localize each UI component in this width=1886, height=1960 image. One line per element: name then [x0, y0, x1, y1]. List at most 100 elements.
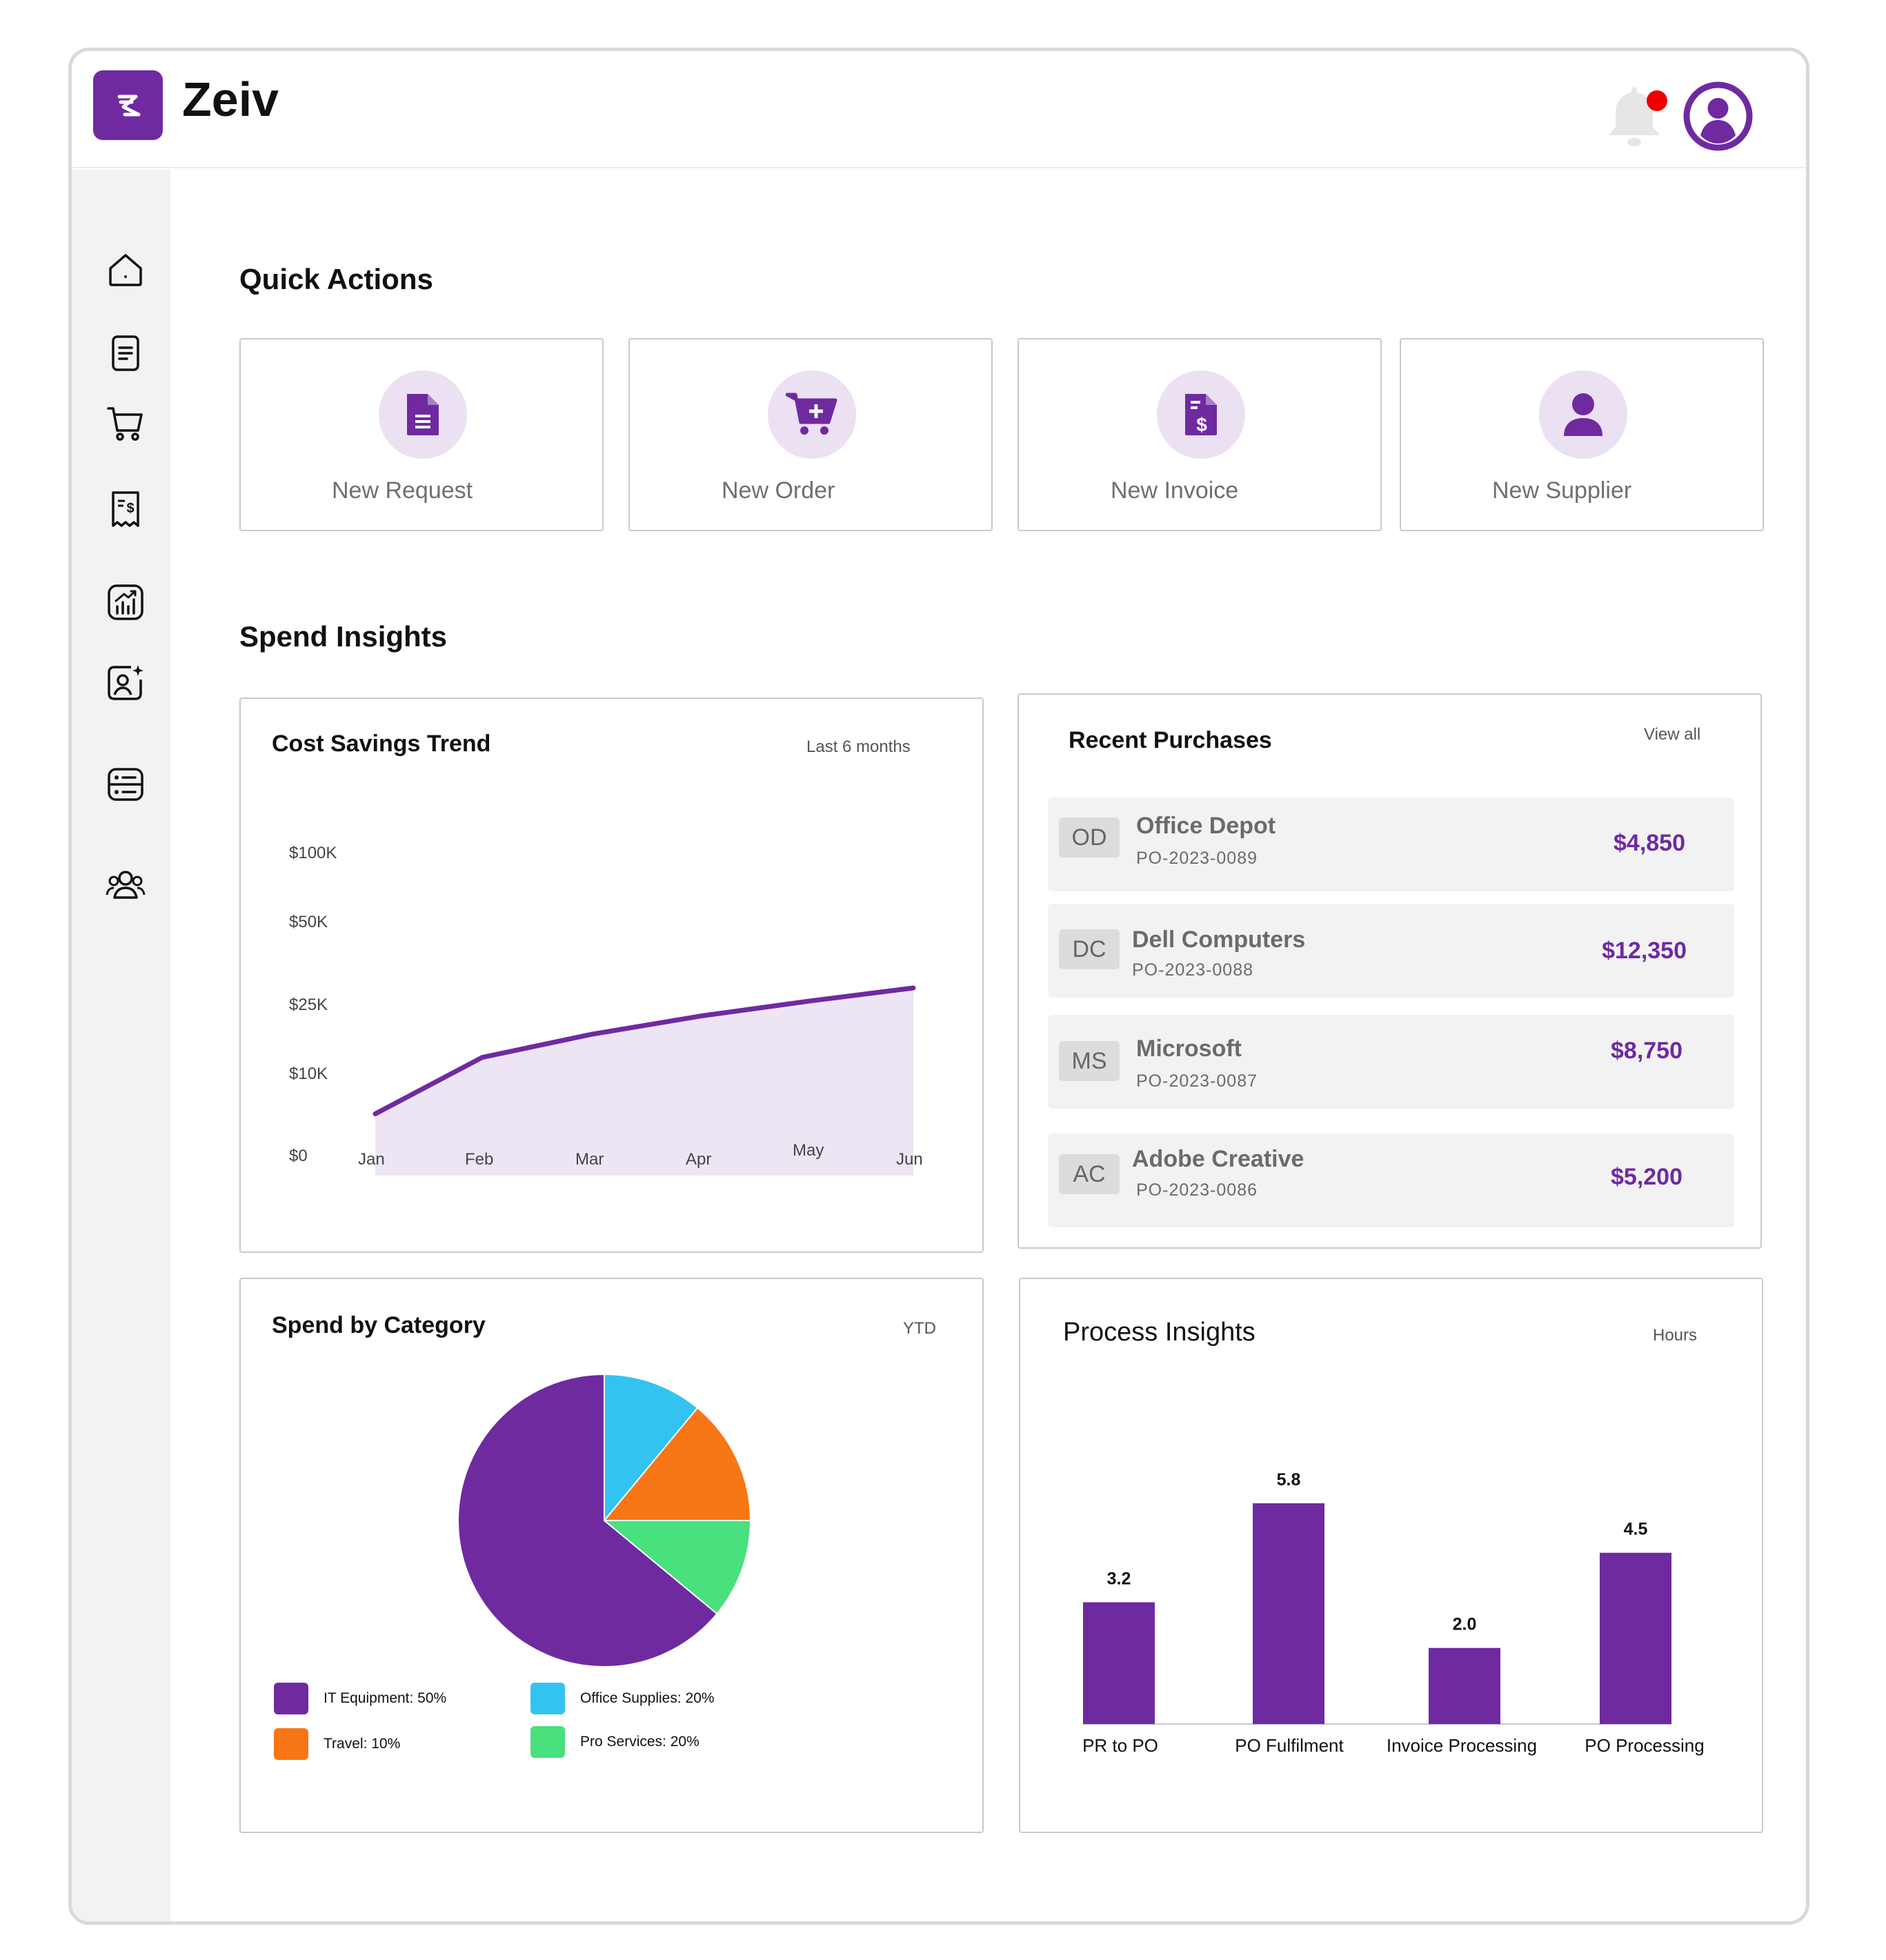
sidebar-item-orders[interactable] — [105, 403, 146, 444]
analytics-icon — [108, 584, 143, 620]
spend-insights-title: Spend Insights — [239, 620, 448, 653]
sidebar-item-ai-assistant[interactable] — [105, 663, 146, 704]
trend-line — [373, 985, 916, 1116]
bar-category-label: PO Processing — [1585, 1735, 1704, 1756]
purchase-amount: $8,750 — [1611, 1038, 1682, 1064]
new-invoice-button[interactable]: $ New Invoice — [1018, 338, 1382, 531]
bar-category-label: Invoice Processing — [1387, 1735, 1537, 1756]
spend-category-title: Spend by Category — [272, 1312, 486, 1338]
vendor-badge: OD — [1059, 818, 1120, 858]
legend-swatch-travel — [274, 1728, 308, 1760]
sidebar: $ — [72, 170, 170, 1921]
document-icon — [112, 335, 139, 371]
qa-icon-circle — [1539, 370, 1627, 459]
process-insights-unit: Hours — [1653, 1326, 1698, 1345]
home-icon — [109, 254, 142, 286]
vendor-name: Adobe Creative — [1132, 1146, 1304, 1172]
vendor-badge: AC — [1059, 1154, 1120, 1194]
cart-icon — [107, 407, 143, 441]
po-number: PO-2023-0089 — [1136, 849, 1258, 868]
bar-value-label: 3.2 — [1107, 1569, 1131, 1588]
view-all-link[interactable]: View all — [1644, 725, 1701, 744]
x-tick-label: Apr — [686, 1150, 711, 1169]
x-tick-label: May — [793, 1141, 824, 1160]
spend-by-category-panel: Spend by Category YTD IT Equipment: 50% … — [239, 1278, 984, 1833]
vendor-badge: MS — [1059, 1041, 1120, 1081]
user-avatar-icon[interactable] — [1682, 80, 1754, 152]
trend-area — [375, 988, 913, 1176]
x-tick-label: Feb — [465, 1150, 493, 1169]
purchase-amount: $12,350 — [1602, 938, 1687, 964]
qa-icon-circle: $ — [1157, 370, 1245, 459]
po-number: PO-2023-0087 — [1136, 1071, 1258, 1091]
process-insights-title: Process Insights — [1063, 1318, 1255, 1347]
x-tick-label: Jun — [896, 1150, 923, 1169]
lightning-icon — [117, 95, 140, 116]
bell-icon[interactable] — [1596, 79, 1672, 155]
notification-dot — [1647, 90, 1667, 111]
sidebar-item-analytics[interactable] — [105, 582, 146, 623]
purchase-amount: $4,850 — [1614, 830, 1685, 856]
sidebar-item-lists[interactable] — [105, 764, 146, 805]
sidebar-item-requests[interactable] — [105, 333, 146, 374]
y-tick-label: $0 — [289, 1147, 308, 1165]
y-tick-label: $25K — [289, 996, 328, 1014]
cost-savings-chart: $100K $50K $25K $10K $0 Jan Feb Mar Apr May Jun — [289, 844, 923, 1176]
pie-slice-office-supplies — [604, 1373, 699, 1523]
pie-slice-pro-services — [602, 1520, 752, 1615]
recent-purchases-panel: Recent Purchases View all OD Office Depo… — [1018, 693, 1762, 1249]
pie-slice-travel — [602, 1407, 752, 1521]
bar-category-label: PR to PO — [1082, 1735, 1158, 1756]
purchase-row[interactable]: OD Office Depot PO-2023-0089 $4,850 — [1048, 798, 1734, 891]
top-bar: Zeiv — [72, 51, 1806, 168]
bar — [1600, 1552, 1671, 1724]
purchase-row[interactable]: MS Microsoft PO-2023-0087 $8,750 — [1048, 1015, 1734, 1109]
svg-text:$: $ — [126, 501, 134, 516]
sidebar-item-invoices[interactable]: $ — [105, 488, 146, 530]
purchase-amount: $5,200 — [1611, 1164, 1682, 1190]
sidebar-item-users[interactable] — [105, 864, 146, 906]
app-name: Zeiv — [182, 72, 279, 126]
sidebar-item-home[interactable] — [105, 249, 146, 290]
app-window: Zeiv $ — [68, 48, 1809, 1925]
bar-value-label: 2.0 — [1453, 1615, 1477, 1634]
bar-category-label: PO Fulfilment — [1235, 1735, 1344, 1756]
new-request-button[interactable]: New Request — [239, 338, 604, 531]
new-request-label: New Request — [332, 477, 473, 504]
logo[interactable] — [93, 70, 163, 140]
bar-value-label: 4.5 — [1624, 1520, 1648, 1539]
new-supplier-label: New Supplier — [1492, 477, 1632, 504]
list-icon — [108, 768, 143, 801]
bar — [1429, 1647, 1500, 1724]
bar — [1083, 1602, 1155, 1724]
svg-text:$: $ — [1196, 414, 1207, 435]
vendor-name: Office Depot — [1136, 813, 1276, 839]
quick-actions-title: Quick Actions — [239, 263, 433, 295]
user-icon — [1564, 393, 1602, 436]
legend-label-office-supplies: Office Supplies: 20% — [580, 1690, 715, 1706]
purchase-row[interactable]: DC Dell Computers PO-2023-0088 $12,350 — [1048, 904, 1734, 998]
legend-label-pro-services: Pro Services: 20% — [580, 1734, 699, 1750]
cost-savings-period[interactable]: Last 6 months — [806, 738, 911, 756]
legend-swatch-it-equipment — [274, 1683, 308, 1714]
po-number: PO-2023-0088 — [1132, 960, 1254, 980]
qa-icon-circle — [768, 370, 856, 459]
new-supplier-button[interactable]: New Supplier — [1400, 338, 1764, 531]
users-icon — [106, 871, 146, 899]
recent-purchases-title: Recent Purchases — [1069, 727, 1272, 753]
purchase-row[interactable]: AC Adobe Creative PO-2023-0086 $5,200 — [1048, 1134, 1734, 1227]
qa-icon-circle — [379, 370, 467, 459]
receipt-icon: $ — [112, 491, 139, 527]
spend-category-period: YTD — [903, 1319, 936, 1338]
po-number: PO-2023-0086 — [1136, 1180, 1258, 1200]
y-tick-label: $10K — [289, 1065, 328, 1083]
cost-savings-title: Cost Savings Trend — [272, 731, 491, 757]
vendor-badge: DC — [1059, 929, 1120, 969]
spend-category-pie — [457, 1373, 752, 1667]
process-insights-chart: 3.2 PR to PO 5.8 PO Fulfilment 2.0 Invoice Pr… — [1082, 1470, 1705, 1756]
new-order-button[interactable]: New Order — [628, 338, 993, 531]
ai-assistant-icon — [108, 665, 143, 700]
new-order-label: New Order — [722, 477, 835, 504]
y-tick-label: $100K — [289, 844, 337, 862]
x-tick-label: Mar — [575, 1150, 604, 1169]
